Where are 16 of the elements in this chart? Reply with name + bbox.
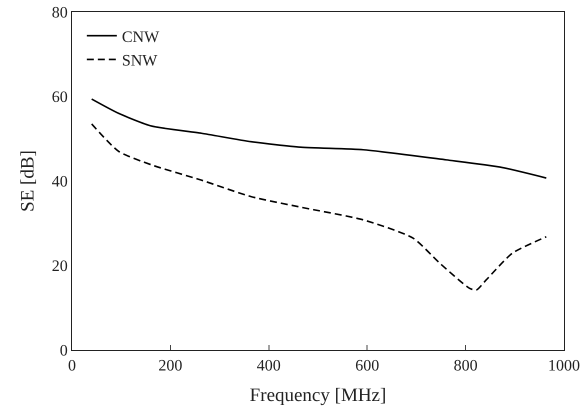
x-tick-label: 600 <box>355 357 380 374</box>
x-tick-label: 200 <box>158 357 182 374</box>
x-tick-label: 400 <box>256 357 281 374</box>
y-axis-title: SE [dB] <box>18 150 39 212</box>
y-tick-label: 0 <box>60 342 68 360</box>
y-tick-label: 60 <box>52 89 68 106</box>
legend-label: CNW <box>122 28 160 46</box>
y-tick-label: 40 <box>52 174 68 191</box>
x-tick-label: 1000 <box>548 357 580 374</box>
y-tick-label: 20 <box>52 258 68 276</box>
x-axis-title: Frequency [MHz] <box>250 385 386 406</box>
x-tick-label: 800 <box>454 357 478 374</box>
legend-label: SNW <box>122 52 158 70</box>
line-series <box>90 123 548 291</box>
line-series <box>90 98 548 179</box>
y-tick-label: 80 <box>52 4 68 22</box>
